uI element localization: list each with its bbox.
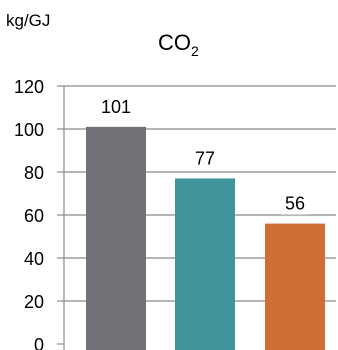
y-tick-label: 0: [34, 335, 44, 350]
y-tick-label: 20: [24, 292, 44, 312]
y-tick-label: 40: [24, 249, 44, 269]
plot-area: 0 20 40 60 80 100 120 101 77 56: [14, 77, 336, 350]
value-label-background: [96, 95, 136, 118]
value-label: 77: [195, 148, 215, 168]
chart-title-subscript: 2: [191, 43, 199, 59]
bar: [175, 178, 235, 350]
y-tick-label: 60: [24, 206, 44, 226]
chart-title: CO2: [158, 30, 199, 59]
value-label-background: [191, 147, 219, 170]
y-tick-label: 80: [24, 163, 44, 183]
y-tick-label: 100: [14, 120, 44, 140]
value-label-background: [281, 192, 309, 215]
value-label: 101: [101, 97, 131, 117]
y-axis-label: kg/GJ: [6, 11, 50, 30]
chart-title-main: CO: [158, 30, 191, 55]
value-label: 56: [285, 194, 305, 214]
y-tick-label: 120: [14, 77, 44, 97]
bar: [86, 126, 146, 350]
bar: [265, 223, 325, 350]
